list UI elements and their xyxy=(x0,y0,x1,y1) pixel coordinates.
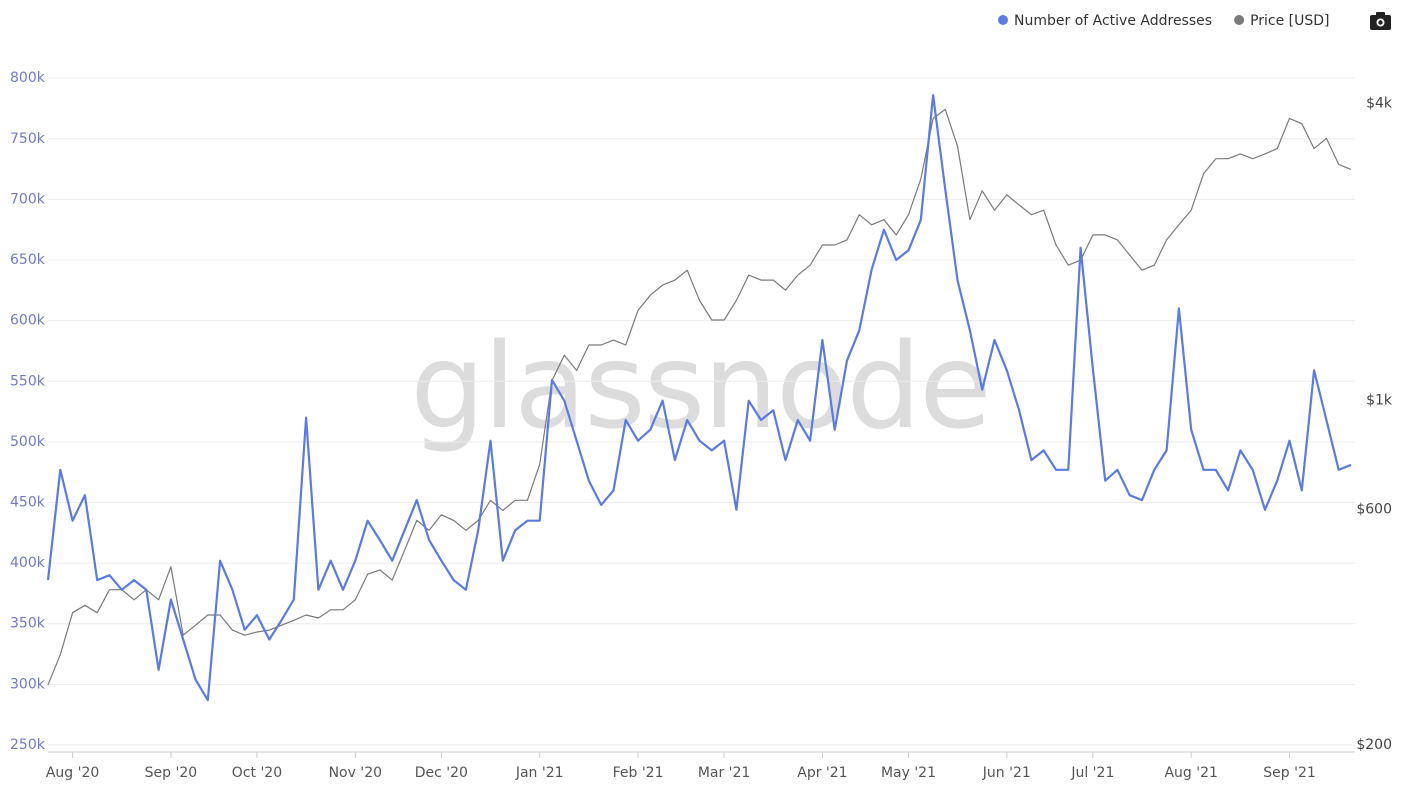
y-tick-label: 550k xyxy=(10,373,46,389)
x-tick-label: Dec '20 xyxy=(415,765,468,781)
x-tick-label: May '21 xyxy=(881,765,936,781)
y2-tick-label: $1k xyxy=(1366,392,1393,408)
y-tick-label: 350k xyxy=(10,616,46,632)
x-tick-label: Jul '21 xyxy=(1070,765,1114,781)
x-tick-label: Aug '21 xyxy=(1164,765,1217,781)
y2-tick-label: $4k xyxy=(1366,95,1393,111)
watermark: glassnode xyxy=(410,317,989,455)
y-tick-label: 450k xyxy=(10,494,46,510)
y2-tick-label: $600 xyxy=(1356,502,1392,518)
y-tick-label: 300k xyxy=(10,676,46,692)
x-tick-label: Sep '21 xyxy=(1263,765,1316,781)
y-tick-label: 500k xyxy=(10,434,46,450)
x-tick-label: Jan '21 xyxy=(515,765,564,781)
legend-swatch xyxy=(998,15,1008,25)
y-tick-label: 600k xyxy=(10,313,46,329)
x-tick-label: Jun '21 xyxy=(982,765,1031,781)
y-tick-label: 750k xyxy=(10,131,46,147)
x-tick-label: Mar '21 xyxy=(698,765,751,781)
camera-lens-inner[interactable] xyxy=(1378,20,1383,25)
legend-swatch xyxy=(1234,15,1245,25)
x-tick-label: Oct '20 xyxy=(232,765,282,781)
y-tick-label: 800k xyxy=(10,70,46,86)
y-tick-label: 700k xyxy=(10,191,46,207)
series-line xyxy=(46,94,1352,702)
x-tick-label: Sep '20 xyxy=(145,765,198,781)
x-tick-label: Feb '21 xyxy=(613,765,664,781)
y-tick-label: 400k xyxy=(10,555,46,571)
camera-top[interactable] xyxy=(1376,12,1385,17)
y2-tick-label: $200 xyxy=(1356,737,1392,753)
x-tick-label: Aug '20 xyxy=(46,765,99,781)
legend-label: Price [USD] xyxy=(1250,13,1329,29)
y-tick-label: 650k xyxy=(10,252,46,268)
y-tick-label: 250k xyxy=(10,737,46,753)
x-tick-label: Nov '20 xyxy=(329,765,382,781)
camera-icon[interactable] xyxy=(1370,12,1391,30)
x-tick-label: Apr '21 xyxy=(797,765,847,781)
legend-label: Number of Active Addresses xyxy=(1014,13,1212,29)
